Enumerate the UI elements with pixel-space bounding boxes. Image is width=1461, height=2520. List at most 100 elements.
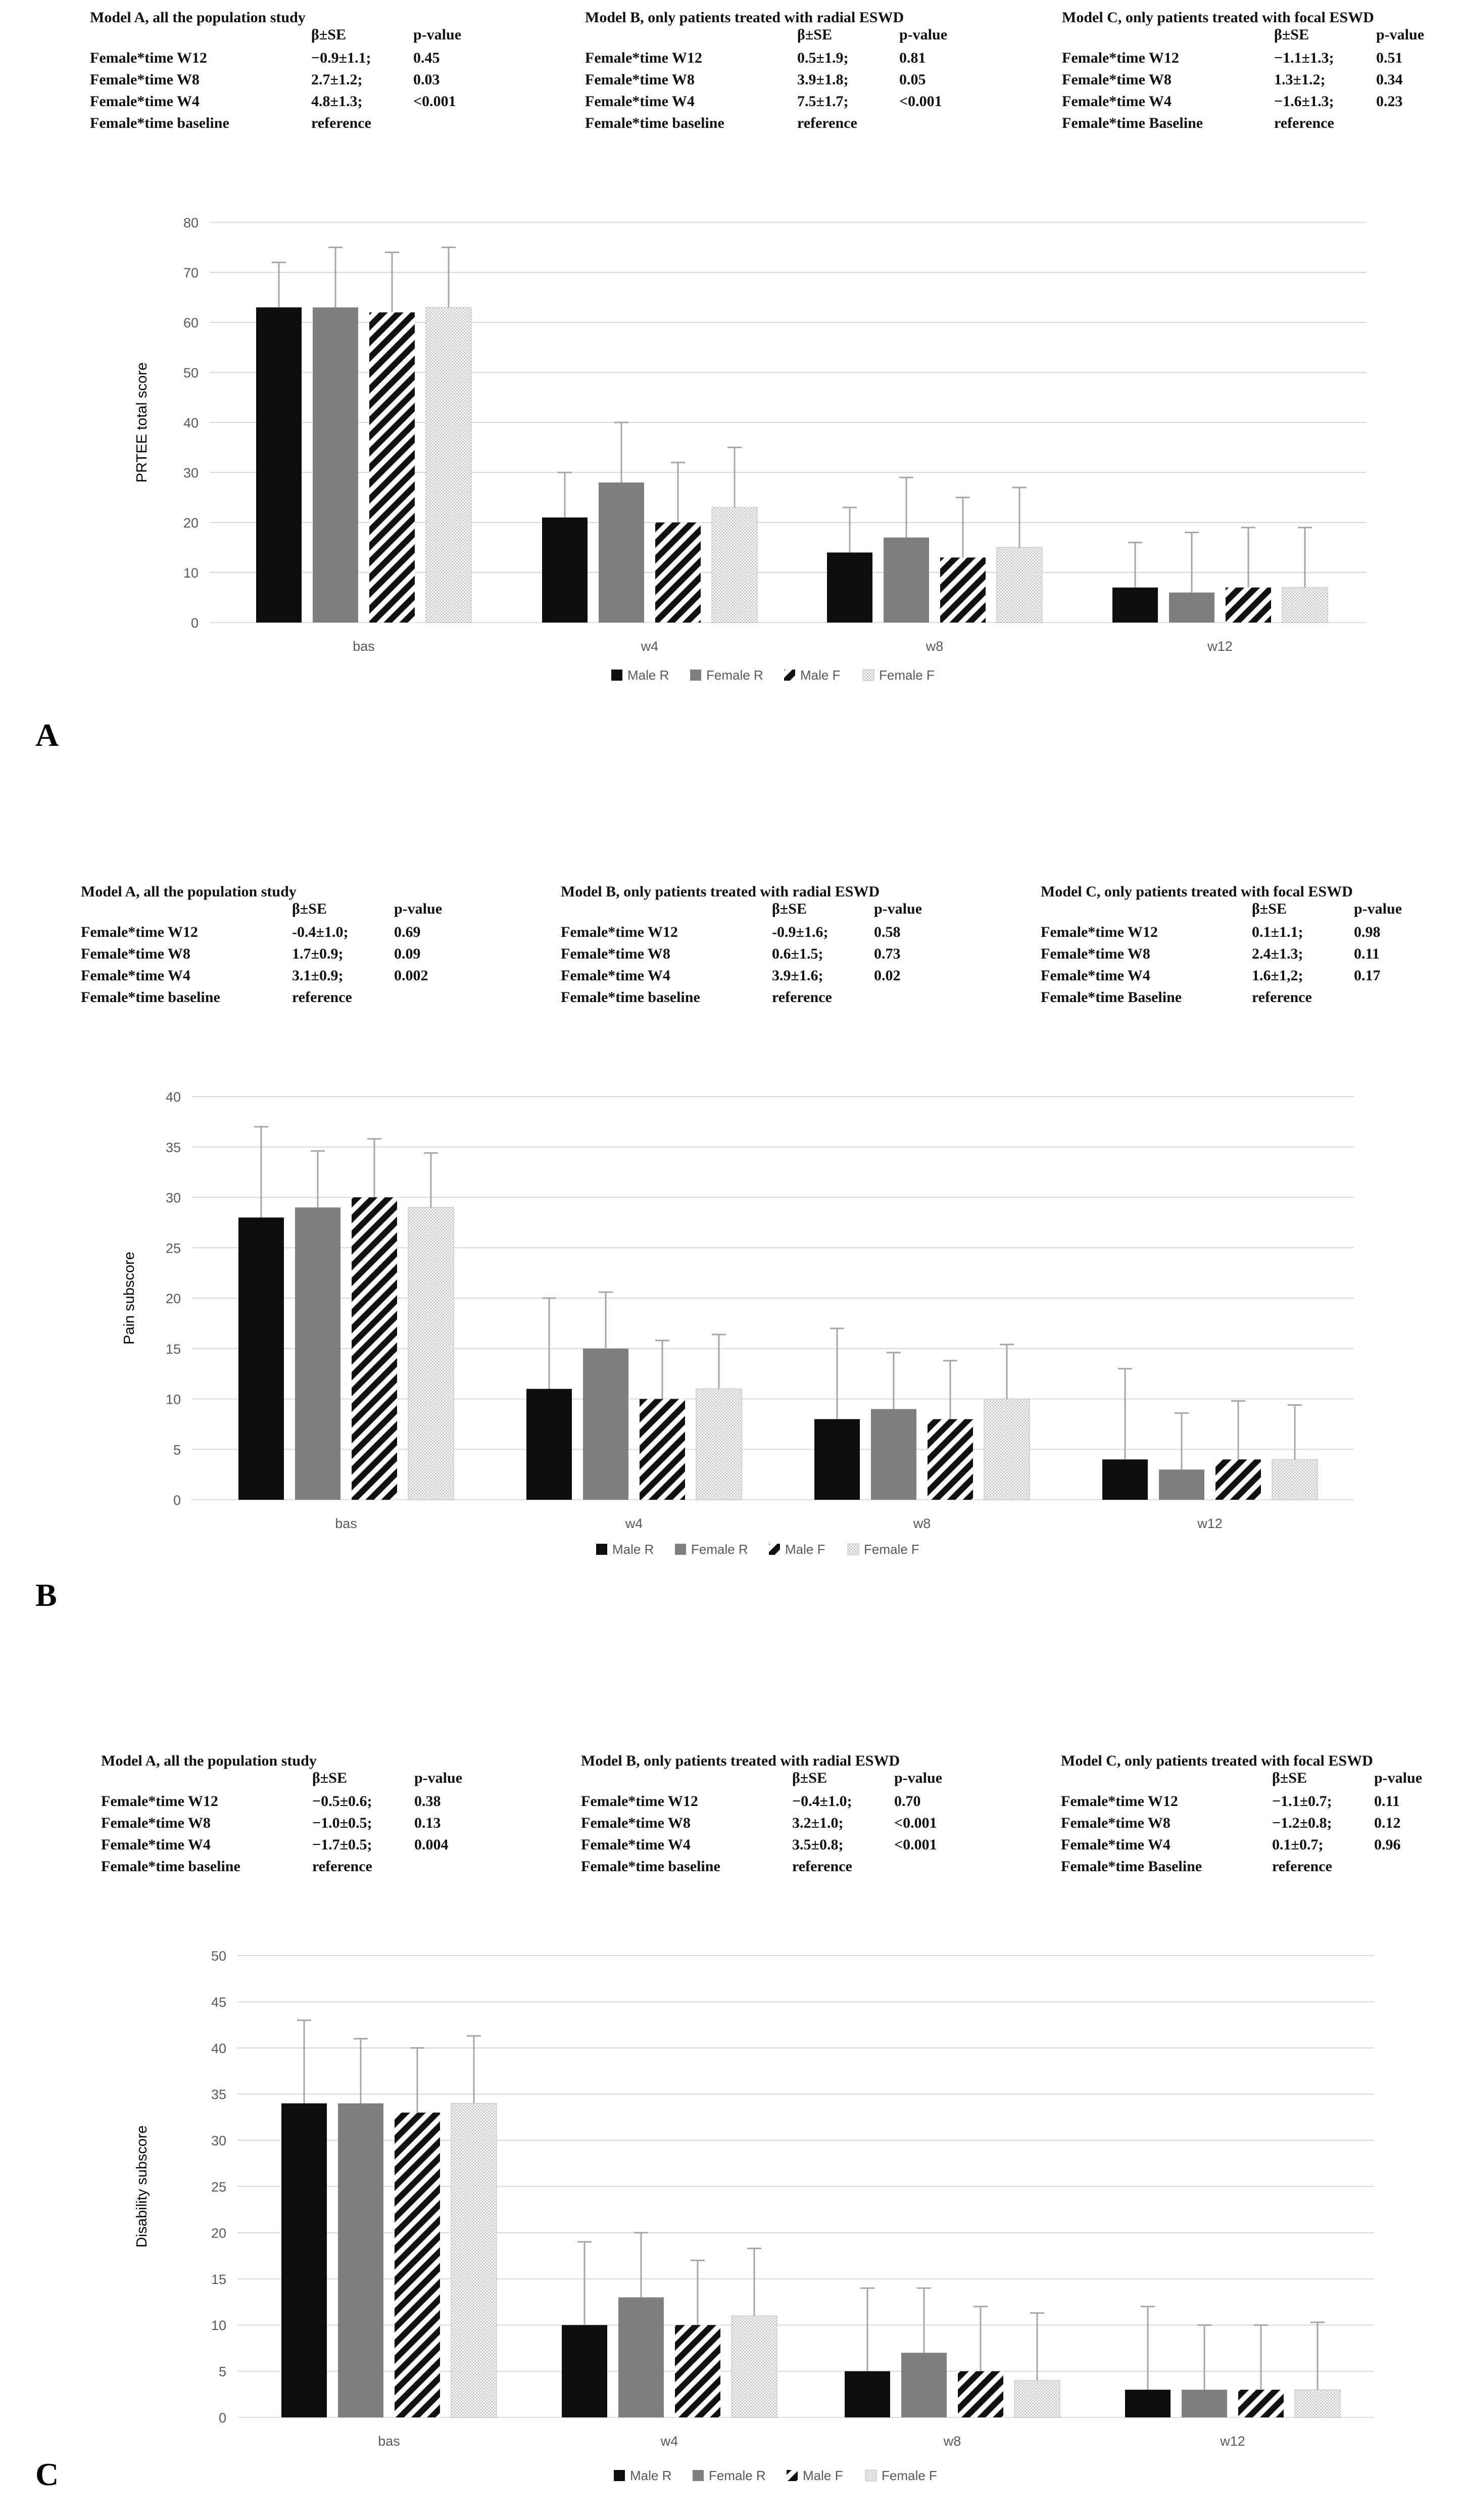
beta-header: β±SE bbox=[792, 1770, 827, 1786]
row-beta: 2.7±1.2; bbox=[311, 71, 363, 88]
y-tick-label: 45 bbox=[211, 1994, 226, 2010]
row-beta: reference bbox=[1274, 115, 1334, 131]
bar-male-r-bas bbox=[281, 2103, 327, 2417]
y-tick-label: 5 bbox=[173, 1442, 181, 1457]
row-beta: −1.1±1.3; bbox=[1274, 50, 1334, 66]
row-p: 0.23 bbox=[1376, 93, 1403, 110]
p-header: p-value bbox=[899, 26, 948, 43]
bar-male-r-w12 bbox=[1102, 1459, 1148, 1500]
row-p: 0.13 bbox=[414, 1815, 441, 1831]
row-beta: 1.6±1,2; bbox=[1252, 967, 1303, 984]
row-beta: reference bbox=[1252, 989, 1312, 1006]
row-beta: 1.3±1.2; bbox=[1274, 71, 1326, 88]
row-beta: 3.9±1.6; bbox=[772, 967, 823, 984]
row-label: Female*time W12 bbox=[581, 1793, 698, 1810]
row-beta: 4.8±1.3; bbox=[311, 93, 363, 110]
bar-male-f-bas bbox=[352, 1197, 397, 1500]
model-title: Model C, only patients treated with foca… bbox=[1061, 1752, 1373, 1769]
beta-header: β±SE bbox=[1274, 26, 1309, 43]
row-beta: −1.1±0.7; bbox=[1272, 1793, 1332, 1810]
row-p: 0.03 bbox=[413, 71, 440, 88]
bar-female-f-w8 bbox=[1014, 2380, 1060, 2418]
row-label: Female*time W4 bbox=[1062, 93, 1172, 110]
p-header: p-value bbox=[413, 26, 462, 43]
y-tick-label: 30 bbox=[183, 465, 199, 481]
row-beta: 7.5±1.7; bbox=[797, 93, 849, 110]
row-label: Female*time baseline bbox=[81, 989, 220, 1006]
model-title: Model A, all the population study bbox=[81, 883, 297, 900]
bar-male-f-w12 bbox=[1238, 2390, 1284, 2417]
panel-label: B bbox=[35, 1577, 57, 1613]
row-beta: -0.4±1.0; bbox=[292, 924, 349, 940]
row-beta: reference bbox=[792, 1858, 852, 1875]
row-label: Female*time baseline bbox=[581, 1858, 720, 1875]
panel-b: Model A, all the population study β±SE p… bbox=[0, 859, 1461, 1642]
row-p: 0.51 bbox=[1376, 50, 1403, 66]
bar-female-r-w4 bbox=[599, 482, 644, 623]
legend-swatch-female-r bbox=[690, 670, 701, 681]
legend-swatch-male-r bbox=[614, 2470, 625, 2481]
row-beta: 0.1±0.7; bbox=[1272, 1836, 1324, 1853]
legend-swatch-male-f bbox=[769, 1544, 780, 1555]
row-p: <0.001 bbox=[413, 93, 456, 110]
y-tick-label: 40 bbox=[166, 1089, 181, 1105]
bar-female-r-w4 bbox=[618, 2297, 664, 2417]
row-beta: 3.1±0.9; bbox=[292, 967, 344, 984]
row-p: 0.05 bbox=[899, 71, 926, 88]
y-tick-label: 30 bbox=[211, 2133, 226, 2149]
bar-male-f-w8 bbox=[958, 2371, 1003, 2417]
row-p: 0.002 bbox=[394, 967, 428, 984]
row-p: 0.58 bbox=[874, 924, 901, 940]
bar-female-f-w4 bbox=[711, 507, 758, 623]
row-beta: -0.9±1.6; bbox=[772, 924, 829, 940]
row-label: Female*time W8 bbox=[1062, 71, 1172, 88]
bar-female-r-w12 bbox=[1159, 1469, 1204, 1500]
x-tick-label: bas bbox=[353, 639, 375, 654]
bar-female-r-w8 bbox=[901, 2353, 947, 2417]
legend-label-female-r: Female R bbox=[709, 2468, 766, 2483]
bar-female-f-bas bbox=[451, 2103, 497, 2418]
row-p: 0.12 bbox=[1374, 1815, 1401, 1831]
row-label: Female*time baseline bbox=[561, 989, 700, 1006]
bar-male-r-w4 bbox=[542, 517, 588, 623]
bar-male-r-w8 bbox=[827, 552, 872, 623]
bar-female-f-w8 bbox=[984, 1399, 1030, 1500]
row-label: Female*time W4 bbox=[81, 967, 190, 984]
row-p: 0.96 bbox=[1374, 1836, 1401, 1853]
row-beta: −0.5±0.6; bbox=[312, 1793, 372, 1810]
p-header: p-value bbox=[874, 900, 922, 917]
y-tick-label: 5 bbox=[219, 2364, 226, 2380]
bar-female-r-w8 bbox=[884, 537, 929, 623]
legend-label-female-f: Female F bbox=[864, 1542, 919, 1557]
bar-male-f-bas bbox=[395, 2112, 440, 2417]
beta-header: β±SE bbox=[1252, 900, 1287, 917]
y-tick-label: 70 bbox=[183, 265, 199, 280]
x-tick-label: bas bbox=[378, 2434, 400, 2449]
row-label: Female*time W4 bbox=[561, 967, 670, 984]
bar-male-f-w12 bbox=[1226, 587, 1271, 623]
p-header: p-value bbox=[1376, 26, 1425, 43]
legend-label-female-f: Female F bbox=[882, 2468, 937, 2483]
row-label: Female*time W4 bbox=[101, 1836, 211, 1853]
bar-male-r-bas bbox=[238, 1217, 284, 1500]
row-beta: reference bbox=[292, 989, 352, 1006]
legend-swatch-female-f bbox=[865, 2469, 877, 2482]
y-tick-label: 10 bbox=[211, 2318, 226, 2333]
row-p: 0.34 bbox=[1376, 71, 1403, 88]
bar-female-f-bas bbox=[408, 1207, 454, 1500]
p-header: p-value bbox=[1374, 1770, 1423, 1786]
bar-male-r-w8 bbox=[814, 1419, 860, 1500]
bar-female-r-w12 bbox=[1169, 592, 1214, 623]
row-beta: −0.9±1.1; bbox=[311, 50, 371, 66]
row-beta: 2.4±1.3; bbox=[1252, 945, 1303, 962]
beta-header: β±SE bbox=[1272, 1770, 1307, 1786]
disability-subscore-chart: 0 5 10 15 20 25 30 35 40 45 50 Disability subscore b… bbox=[134, 1948, 1374, 2483]
y-tick-label: 25 bbox=[166, 1241, 181, 1256]
y-tick-label: 80 bbox=[183, 215, 199, 230]
bar-male-f-w12 bbox=[1215, 1459, 1261, 1500]
bar-male-r-w12 bbox=[1112, 587, 1158, 623]
row-beta: −1.7±0.5; bbox=[312, 1836, 372, 1853]
beta-header: β±SE bbox=[797, 26, 832, 43]
x-tick-label: w4 bbox=[625, 1516, 643, 1531]
legend-label-female-f: Female F bbox=[879, 668, 935, 683]
